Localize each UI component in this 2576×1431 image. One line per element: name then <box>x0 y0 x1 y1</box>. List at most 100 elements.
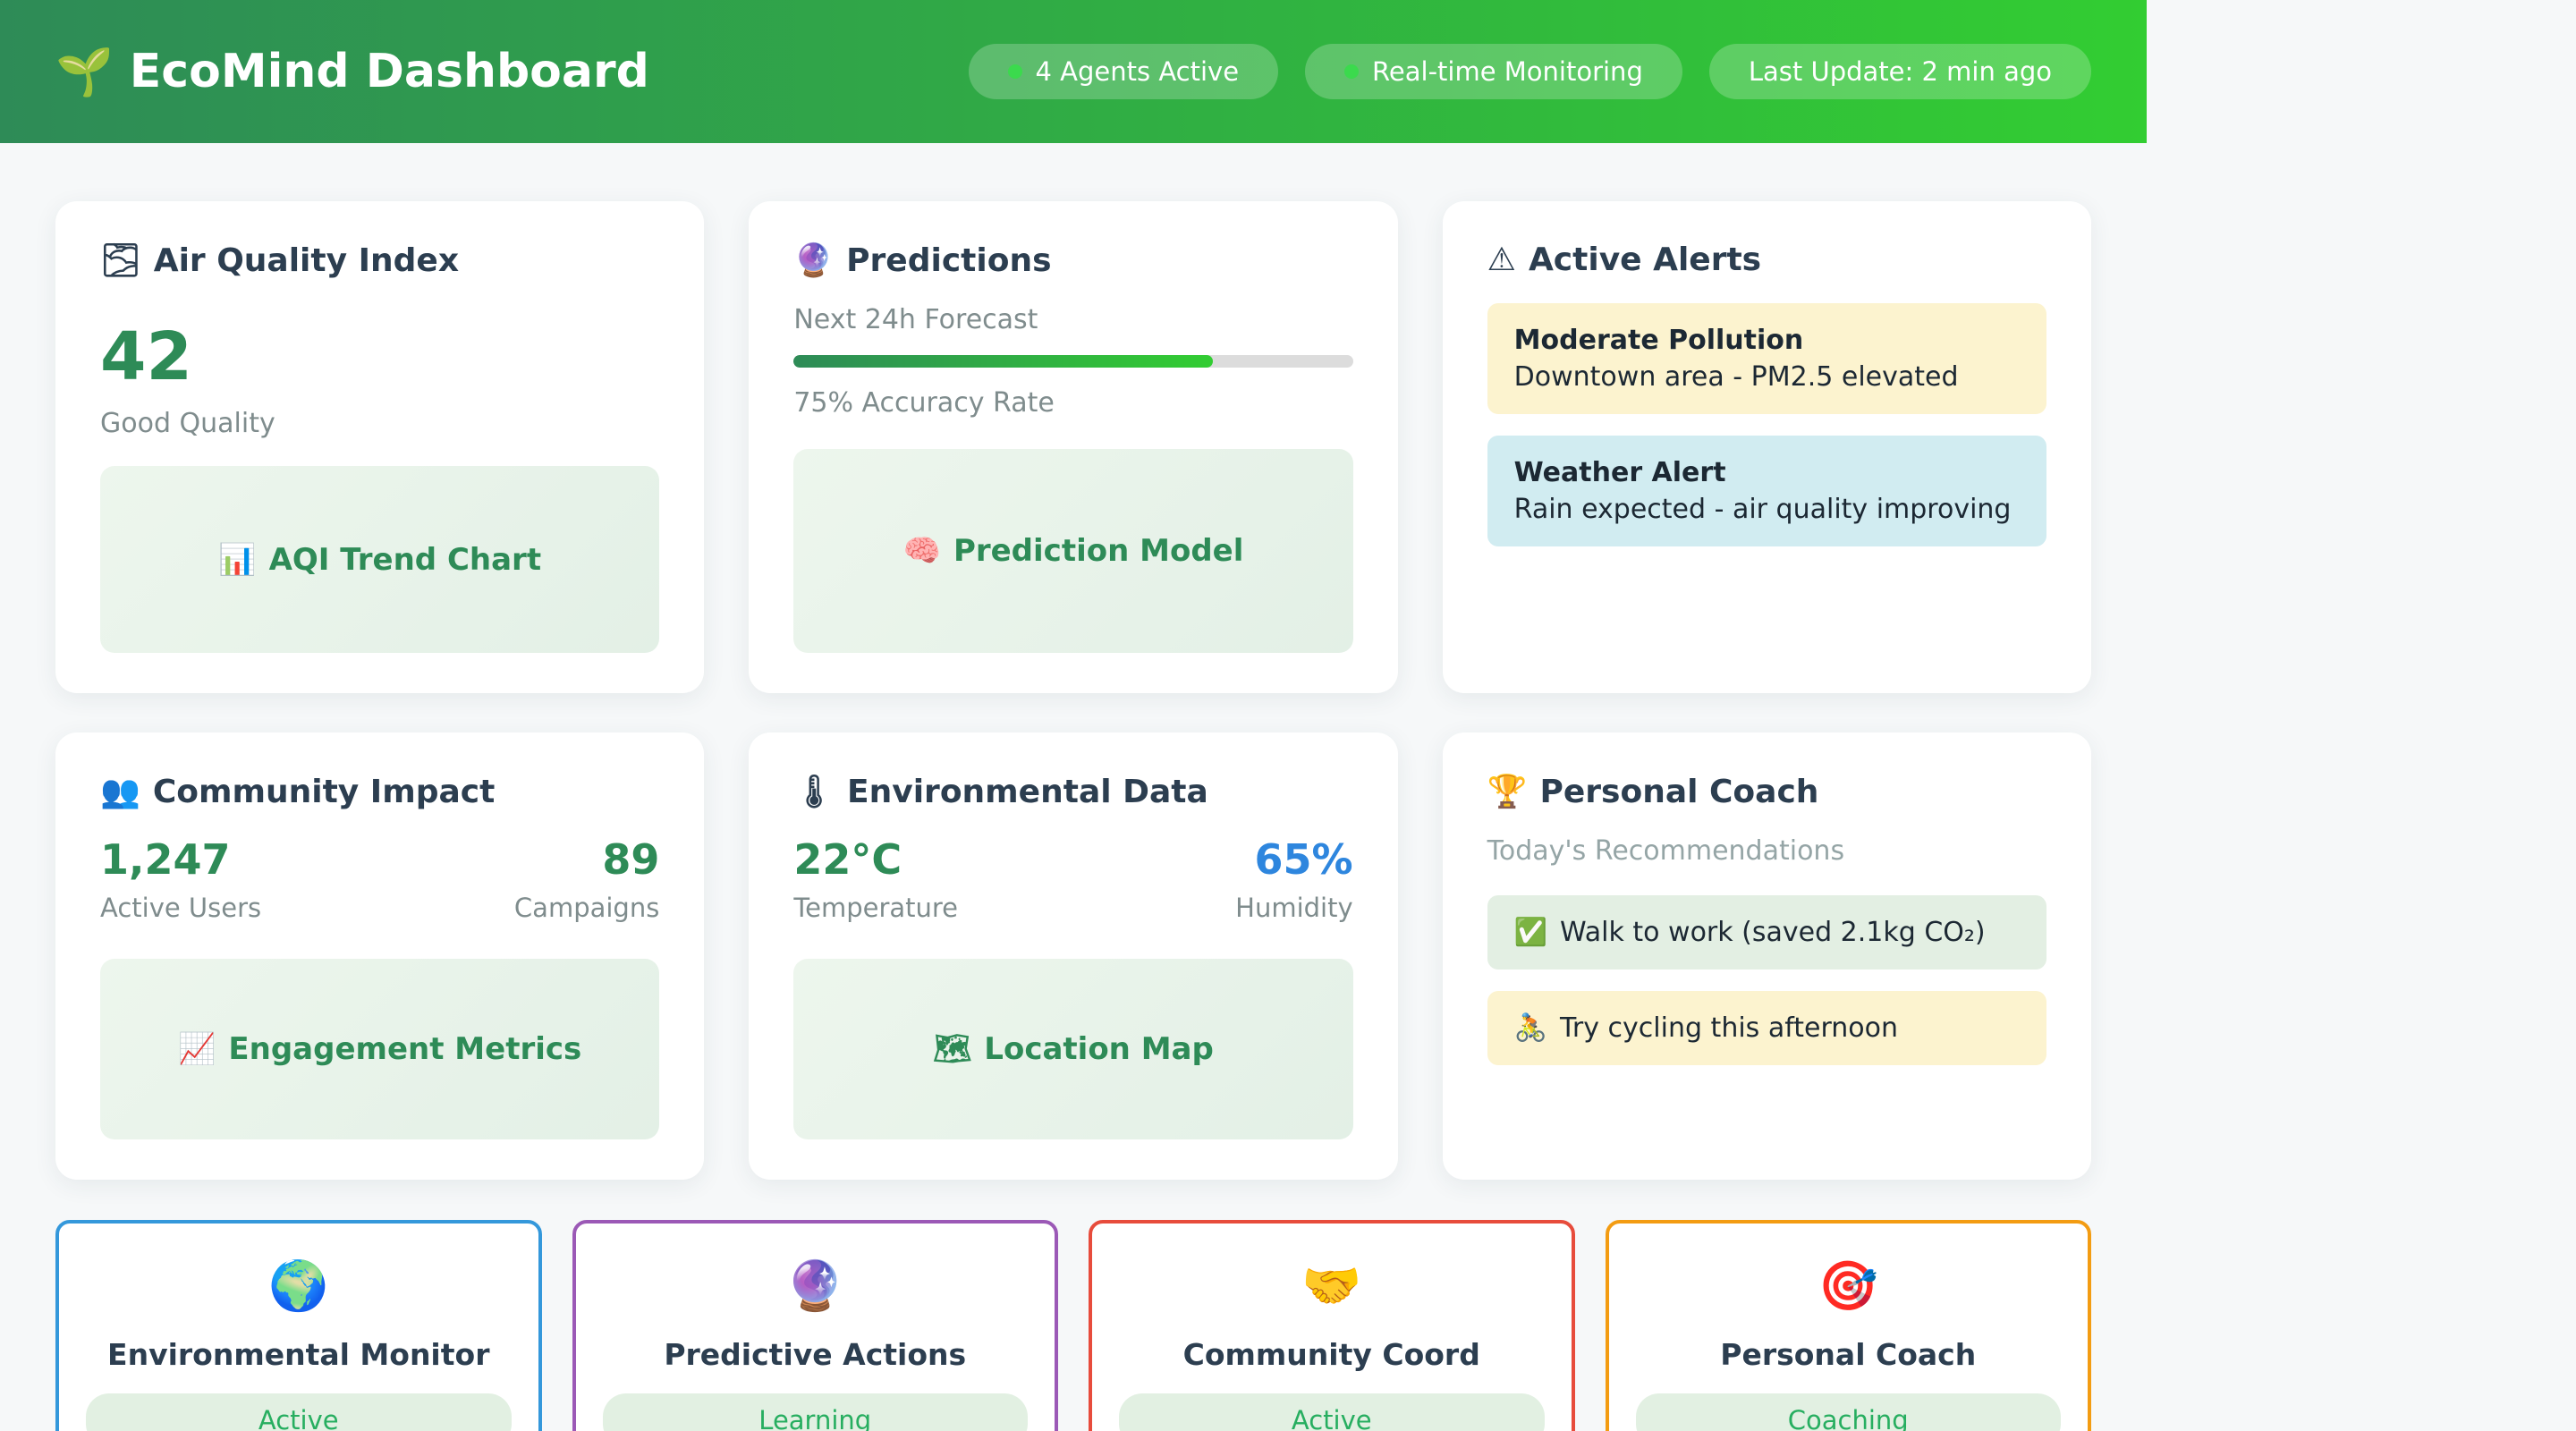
aqi-trend-chart-placeholder[interactable]: 📊 AQI Trend Chart <box>100 466 660 653</box>
humidity-stat: 65% Humidity <box>1235 835 1353 923</box>
warning-icon: ⚠ <box>1487 241 1516 278</box>
temperature-stat: 22°C Temperature <box>793 835 958 923</box>
header-badges: 4 Agents Active Real-time Monitoring Las… <box>968 44 2091 99</box>
temperature-label: Temperature <box>793 893 959 923</box>
agents-active-label: 4 Agents Active <box>1035 56 1240 87</box>
agent-status-badge: Active <box>1119 1393 1545 1431</box>
brain-icon: 🧠 <box>902 533 941 569</box>
monitoring-label: Real-time Monitoring <box>1372 56 1643 87</box>
air-quality-title: 🌫 Air Quality Index <box>100 241 659 280</box>
crystal-ball-icon: 🔮 <box>784 1257 845 1314</box>
bar-chart-icon: 📊 <box>218 541 257 578</box>
engagement-metrics-label: Engagement Metrics <box>228 1031 582 1067</box>
people-icon: 👥 <box>100 774 140 810</box>
last-update-badge: Last Update: 2 min ago <box>1708 44 2091 99</box>
alert-item: Moderate Pollution Downtown area - PM2.5… <box>1487 303 2046 414</box>
map-icon: 🗺 <box>933 1031 972 1067</box>
page-title: 🌱 EcoMind Dashboard <box>55 45 649 99</box>
predictions-card: 🔮 Predictions Next 24h Forecast 75% Accu… <box>749 201 1398 693</box>
target-icon: 🎯 <box>1818 1257 1878 1314</box>
agent-status-badge: Active <box>86 1393 512 1431</box>
humidity-label: Humidity <box>1235 893 1353 923</box>
thermometer-icon: 🌡 <box>793 774 835 810</box>
engagement-metrics-placeholder[interactable]: 📈 Engagement Metrics <box>100 959 660 1139</box>
alert-description: Downtown area - PM2.5 elevated <box>1513 361 1959 393</box>
agent-card-personal-coach[interactable]: 🎯 Personal Coach Coaching <box>1605 1220 2091 1431</box>
environmental-data-card: 🌡 Environmental Data 22°C Temperature 65… <box>749 732 1398 1180</box>
forecast-label: Next 24h Forecast <box>793 304 1038 335</box>
accuracy-progress-bar <box>793 355 1353 368</box>
alert-description: Rain expected - air quality improving <box>1513 494 2012 525</box>
status-dot-icon <box>1007 64 1022 79</box>
page-title-text: EcoMind Dashboard <box>129 45 649 98</box>
prediction-model-label: Prediction Model <box>953 533 1244 569</box>
recommendation-text: Try cycling this afternoon <box>1560 1012 1899 1044</box>
community-impact-card: 👥 Community Impact 1,247 Active Users 89… <box>55 732 705 1180</box>
seedling-icon: 🌱 <box>55 45 114 99</box>
environmental-stats: 22°C Temperature 65% Humidity <box>793 835 1352 923</box>
campaigns-stat: 89 Campaigns <box>514 835 659 923</box>
check-icon: ✅ <box>1513 917 1548 948</box>
handshake-icon: 🤝 <box>1301 1257 1362 1314</box>
alert-title: Moderate Pollution <box>1513 325 1804 356</box>
agent-name: Personal Coach <box>1720 1337 1977 1373</box>
recommendation-item: ✅ Walk to work (saved 2.1kg CO₂) <box>1487 895 2046 970</box>
air-quality-card: 🌫 Air Quality Index 42 Good Quality 📊 AQ… <box>55 201 705 693</box>
agent-name: Community Coord <box>1182 1337 1480 1373</box>
aqi-status: Good Quality <box>100 408 275 439</box>
agent-name: Environmental Monitor <box>107 1337 490 1373</box>
trophy-icon: 🏆 <box>1487 774 1528 810</box>
dashboard-main: 🌫 Air Quality Index 42 Good Quality 📊 AQ… <box>0 201 2147 1431</box>
active-alerts-title: ⚠ Active Alerts <box>1487 241 2046 278</box>
active-alerts-title-text: Active Alerts <box>1528 241 1762 278</box>
campaigns-label: Campaigns <box>513 893 660 923</box>
agent-status-badge: Learning <box>602 1393 1028 1431</box>
active-users-label: Active Users <box>100 893 262 923</box>
recommendation-text: Walk to work (saved 2.1kg CO₂) <box>1560 917 1986 948</box>
air-quality-title-text: Air Quality Index <box>153 241 460 279</box>
air-quality-icon: 🌫 <box>100 242 141 279</box>
environmental-data-title-text: Environmental Data <box>847 773 1208 810</box>
community-impact-title: 👥 Community Impact <box>100 773 659 811</box>
monitoring-badge: Real-time Monitoring <box>1305 44 1682 99</box>
active-users-stat: 1,247 Active Users <box>100 835 261 923</box>
predictions-title: 🔮 Predictions <box>793 241 1352 280</box>
prediction-model-placeholder[interactable]: 🧠 Prediction Model <box>793 449 1353 653</box>
personal-coach-title: 🏆 Personal Coach <box>1487 773 2046 811</box>
agent-card-predictive-actions[interactable]: 🔮 Predictive Actions Learning <box>572 1220 1058 1431</box>
aqi-trend-chart-label: AQI Trend Chart <box>268 541 542 578</box>
line-chart-icon: 📈 <box>178 1031 216 1067</box>
environmental-data-title: 🌡 Environmental Data <box>793 773 1352 811</box>
status-dot-icon <box>1344 64 1360 79</box>
accuracy-label: 75% Accuracy Rate <box>793 387 1055 419</box>
agents-active-badge: 4 Agents Active <box>968 44 1279 99</box>
aqi-value: 42 <box>100 318 192 395</box>
community-stats: 1,247 Active Users 89 Campaigns <box>100 835 659 923</box>
humidity-value: 65% <box>1254 835 1353 884</box>
crystal-ball-icon: 🔮 <box>793 242 835 279</box>
recommendations-subtitle: Today's Recommendations <box>1487 835 1845 867</box>
top-card-row: 🌫 Air Quality Index 42 Good Quality 📊 AQ… <box>55 201 2091 693</box>
active-users-value: 1,247 <box>100 835 231 884</box>
cycling-icon: 🚴 <box>1513 1012 1548 1044</box>
globe-icon: 🌍 <box>268 1257 329 1314</box>
app-header: 🌱 EcoMind Dashboard 4 Agents Active Real… <box>0 0 2147 143</box>
last-update-label: Last Update: 2 min ago <box>1748 56 2052 87</box>
personal-coach-title-text: Personal Coach <box>1539 773 1819 810</box>
agent-card-environmental-monitor[interactable]: 🌍 Environmental Monitor Active <box>55 1220 542 1431</box>
location-map-label: Location Map <box>984 1031 1214 1067</box>
agent-name: Predictive Actions <box>664 1337 967 1373</box>
agent-status-badge: Coaching <box>1635 1393 2061 1431</box>
personal-coach-card: 🏆 Personal Coach Today's Recommendations… <box>1442 732 2091 1180</box>
predictions-title-text: Predictions <box>846 241 1052 279</box>
middle-card-row: 👥 Community Impact 1,247 Active Users 89… <box>55 732 2091 1180</box>
agent-card-community-coord[interactable]: 🤝 Community Coord Active <box>1089 1220 1575 1431</box>
campaigns-value: 89 <box>602 835 660 884</box>
alert-title: Weather Alert <box>1513 457 1726 488</box>
alert-item: Weather Alert Rain expected - air qualit… <box>1487 436 2046 546</box>
temperature-value: 22°C <box>793 835 902 884</box>
recommendation-item: 🚴 Try cycling this afternoon <box>1487 991 2046 1065</box>
accuracy-progress-fill <box>793 355 1214 368</box>
location-map-placeholder[interactable]: 🗺 Location Map <box>793 959 1353 1139</box>
agent-card-row: 🌍 Environmental Monitor Active 🔮 Predict… <box>55 1220 2091 1431</box>
